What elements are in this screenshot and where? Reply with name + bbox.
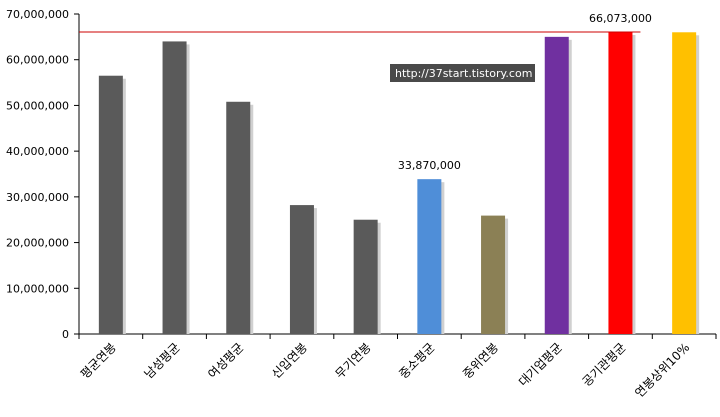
- y-tick-label: 70,000,000: [6, 8, 69, 21]
- data-label: 33,870,000: [398, 159, 461, 172]
- y-tick-label: 30,000,000: [6, 191, 69, 204]
- bar: [226, 101, 251, 335]
- bar: [289, 205, 314, 334]
- x-category-label: 평균연봉: [78, 340, 119, 381]
- bar: [672, 32, 697, 335]
- bar: [481, 215, 506, 334]
- bar: [417, 179, 442, 334]
- bar: [608, 31, 633, 335]
- x-axis-categories: 평균연봉 남성평균 여성평균 신입연봉 무기연봉 중소평균 중위연봉 대기업평균 공기관평균 연봉…: [78, 340, 692, 400]
- y-axis-ticks: 0 10,000,000 20,000,000 30,000,000 40,000,00…: [6, 8, 79, 341]
- data-label: 66,073,000: [589, 12, 652, 25]
- y-tick-label: 20,000,000: [6, 237, 69, 250]
- bar: [544, 36, 569, 334]
- y-tick-label: 0: [62, 328, 69, 341]
- x-category-label: 연봉상위10%: [632, 340, 692, 400]
- y-tick-label: 40,000,000: [6, 145, 69, 158]
- y-tick-label: 60,000,000: [6, 54, 69, 67]
- watermark-text: http://37start.tistory.com: [395, 67, 532, 80]
- bar: [98, 75, 123, 334]
- x-category-label: 공기관평균: [580, 340, 629, 389]
- watermark: http://37start.tistory.com: [390, 64, 535, 82]
- data-labels: 33,870,000 66,073,000: [398, 12, 652, 172]
- x-category-label: 중소평균: [396, 340, 437, 381]
- bar: [162, 41, 187, 335]
- x-category-label: 여성평균: [205, 340, 246, 381]
- bars: [78, 31, 717, 339]
- x-category-label: 무기연봉: [333, 340, 374, 381]
- x-category-label: 남성평균: [142, 340, 183, 381]
- x-category-label: 대기업평균: [516, 340, 565, 389]
- y-tick-label: 50,000,000: [6, 99, 69, 112]
- x-category-label: 신입연봉: [269, 340, 310, 381]
- watermark-box: [390, 64, 535, 82]
- x-category-label: 중위연봉: [460, 340, 501, 381]
- bar: [353, 219, 378, 334]
- y-tick-label: 10,000,000: [6, 282, 69, 295]
